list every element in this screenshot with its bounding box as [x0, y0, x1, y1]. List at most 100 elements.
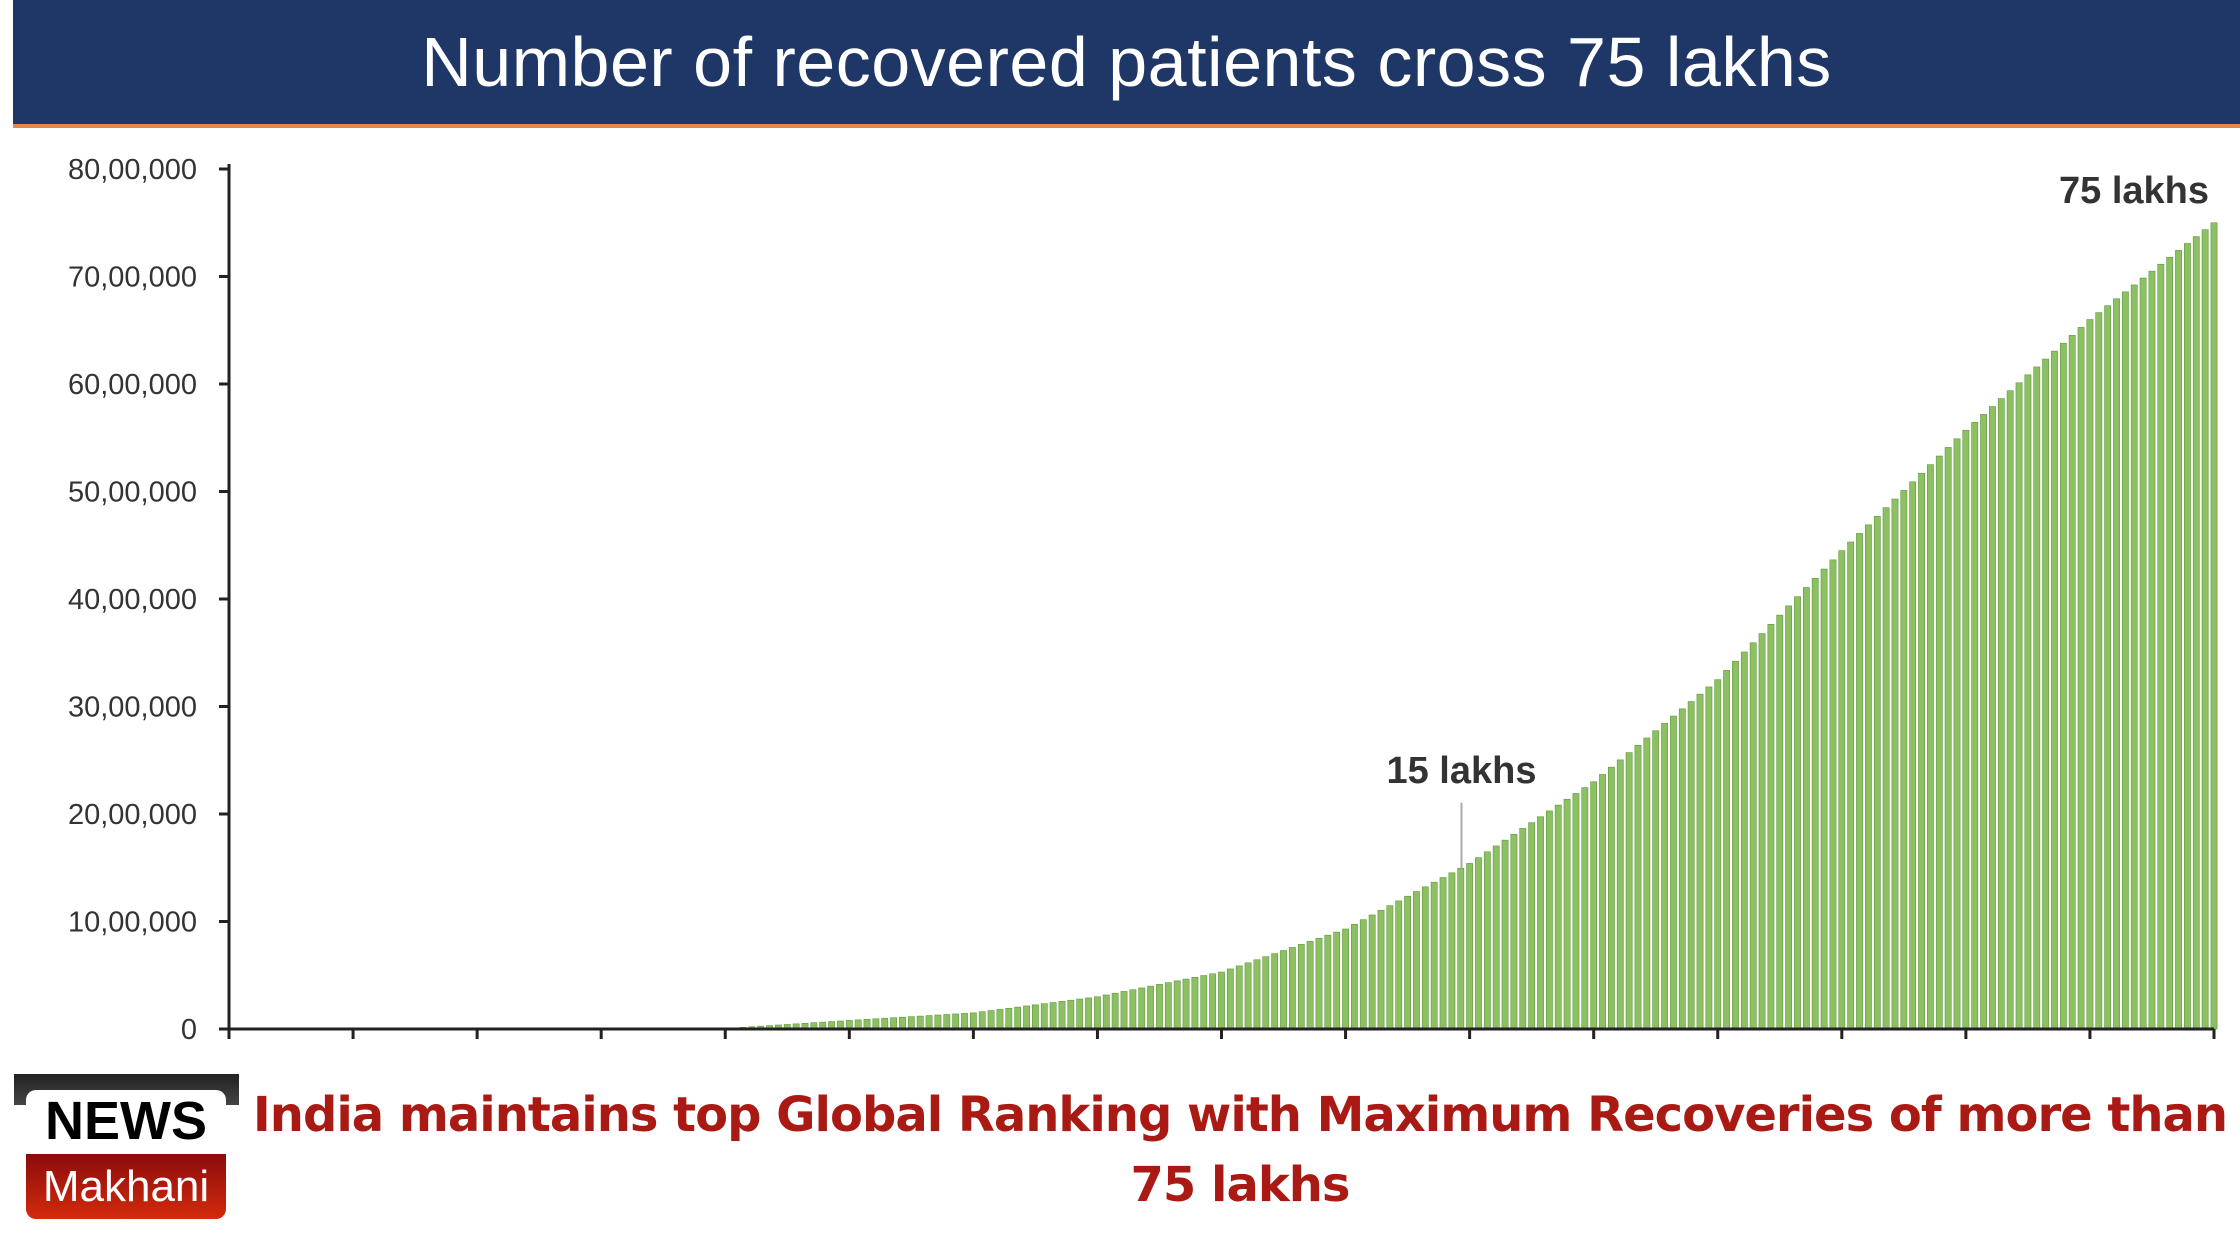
bar: [1005, 1007, 1013, 1030]
bar: [2121, 291, 2129, 1030]
bar: [1475, 857, 1482, 1030]
bar: [1288, 947, 1296, 1030]
bar: [1253, 959, 1261, 1030]
bar: [2077, 327, 2085, 1030]
y-tick-label: 20,00,000: [68, 799, 197, 831]
bar: [1918, 472, 1925, 1030]
bar: [1120, 991, 1128, 1030]
bar: [907, 1016, 915, 1030]
bar: [1164, 982, 1172, 1030]
bar: [1094, 996, 1101, 1030]
bar: [1740, 651, 1748, 1030]
bar: [978, 1011, 986, 1030]
bar: [1962, 429, 1970, 1030]
bar: [1900, 490, 1908, 1030]
bar: [1785, 605, 1793, 1030]
bar: [2166, 257, 2174, 1030]
logo-makhani: Makhani: [26, 1154, 226, 1219]
bar: [2086, 319, 2094, 1030]
y-tick-label: 80,00,000: [68, 154, 197, 186]
bar: [1882, 507, 1890, 1030]
bar: [1191, 977, 1199, 1030]
bar: [1581, 787, 1589, 1030]
bar: [1608, 766, 1615, 1030]
bar: [1873, 515, 1881, 1030]
bar: [2015, 382, 2023, 1030]
bar: [1413, 891, 1420, 1030]
bar: [1306, 941, 1314, 1030]
bar: [1395, 900, 1403, 1030]
bar: [890, 1017, 898, 1030]
bar: [2130, 284, 2138, 1030]
bar: [1732, 660, 1739, 1030]
bar: [1953, 438, 1961, 1030]
bar: [1466, 863, 1474, 1030]
news-makhani-logo: NEWS Makhani: [14, 1074, 239, 1229]
logo-news: NEWS: [26, 1090, 226, 1152]
y-tick-label: 50,00,000: [68, 477, 197, 509]
bar: [2024, 374, 2032, 1030]
y-tick-label: 30,00,000: [68, 692, 197, 724]
bar: [1359, 919, 1367, 1030]
bar: [1927, 464, 1934, 1030]
bar: [1448, 872, 1456, 1030]
bar: [1599, 774, 1606, 1030]
bar: [2113, 298, 2120, 1030]
bar: [1386, 905, 1394, 1030]
bar: [1377, 909, 1385, 1030]
bar: [1209, 973, 1217, 1030]
bar: [1156, 984, 1163, 1030]
bar: [1368, 914, 1376, 1030]
bar: [1696, 693, 1704, 1030]
chart-title: Number of recovered patients cross 75 la…: [421, 23, 1832, 101]
bar: [2068, 335, 2076, 1030]
bar: [1705, 686, 1713, 1030]
bar: [1758, 633, 1766, 1030]
bar: [1129, 989, 1137, 1030]
bar: [1421, 886, 1429, 1030]
bar: [1794, 596, 1801, 1030]
bar: [1847, 541, 1855, 1030]
bar: [1820, 568, 1828, 1030]
bar: [1280, 950, 1287, 1030]
bar: [1528, 822, 1536, 1030]
bar: [1102, 994, 1110, 1030]
bar: [1537, 816, 1544, 1030]
bar: [1634, 744, 1642, 1030]
bar: [2192, 236, 2200, 1030]
bar: [1439, 877, 1447, 1030]
bar: [1864, 524, 1872, 1030]
bar: [1200, 975, 1208, 1030]
bar: [1935, 455, 1943, 1030]
bar: [2042, 358, 2050, 1030]
bar: [1014, 1006, 1022, 1030]
bar: [1226, 968, 1234, 1030]
bar: [1616, 759, 1624, 1030]
bar: [1262, 956, 1270, 1030]
bar: [1678, 708, 1686, 1030]
bar: [1182, 978, 1190, 1030]
bar: [1749, 642, 1757, 1030]
bar: [2006, 390, 2014, 1030]
bar: [1980, 414, 1987, 1030]
bar: [1218, 971, 1225, 1030]
bar: [2148, 270, 2156, 1030]
annotation-15-lakhs: 15 lakhs: [1386, 750, 1536, 792]
bar: [1271, 953, 1279, 1030]
bar: [1714, 679, 1722, 1030]
bar: [881, 1017, 889, 1030]
annotation-75-lakhs: 75 lakhs: [2059, 170, 2209, 212]
bar: [1138, 987, 1146, 1030]
bar: [2059, 342, 2067, 1030]
y-tick-label: 0: [181, 1014, 197, 1046]
bar: [1023, 1005, 1030, 1030]
bar: [1545, 810, 1553, 1030]
bar: [1430, 881, 1438, 1030]
bar: [2210, 222, 2218, 1030]
bar: [2157, 263, 2165, 1030]
bar: [2201, 229, 2209, 1030]
bar: [2184, 243, 2191, 1030]
bar: [872, 1018, 880, 1030]
bar: [1297, 944, 1305, 1030]
bar: [1944, 447, 1952, 1030]
